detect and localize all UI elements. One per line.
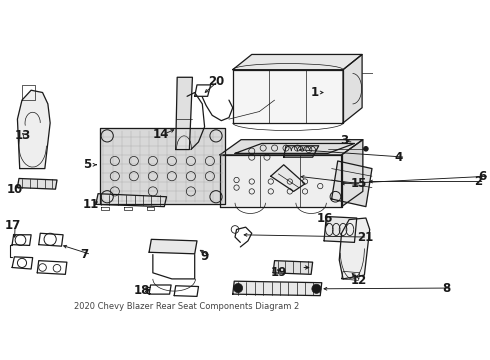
Polygon shape	[271, 165, 305, 192]
Text: 15: 15	[351, 177, 367, 190]
Text: 12: 12	[351, 274, 367, 287]
Text: 3: 3	[340, 134, 348, 147]
Polygon shape	[99, 128, 225, 204]
Text: 19: 19	[271, 266, 287, 279]
Polygon shape	[273, 261, 313, 274]
Text: 1: 1	[311, 86, 319, 99]
Polygon shape	[176, 77, 193, 149]
Polygon shape	[220, 155, 342, 207]
Text: 11: 11	[83, 198, 99, 211]
Circle shape	[234, 283, 243, 293]
Text: 10: 10	[7, 183, 23, 195]
Text: 9: 9	[200, 249, 208, 262]
Text: 18: 18	[134, 284, 150, 297]
Polygon shape	[332, 161, 372, 207]
Circle shape	[364, 147, 368, 151]
Text: 14: 14	[153, 128, 169, 141]
Text: 21: 21	[357, 230, 373, 244]
Polygon shape	[342, 140, 363, 207]
Text: 4: 4	[395, 151, 403, 164]
Text: 17: 17	[4, 219, 21, 232]
Polygon shape	[233, 281, 322, 296]
Polygon shape	[220, 140, 363, 155]
Text: 13: 13	[14, 129, 31, 142]
Text: 5: 5	[83, 158, 91, 171]
Text: 6: 6	[478, 170, 487, 183]
Polygon shape	[233, 70, 343, 123]
Text: 8: 8	[442, 282, 450, 294]
Text: 2: 2	[474, 175, 482, 188]
Polygon shape	[339, 218, 369, 279]
Polygon shape	[233, 54, 362, 70]
Polygon shape	[324, 216, 357, 242]
Polygon shape	[149, 239, 197, 254]
Circle shape	[312, 284, 321, 293]
Polygon shape	[235, 144, 354, 153]
Text: 20: 20	[208, 75, 224, 87]
Polygon shape	[343, 54, 362, 123]
Polygon shape	[18, 90, 50, 168]
Polygon shape	[284, 146, 318, 157]
Text: 16: 16	[317, 212, 333, 225]
Text: 7: 7	[80, 248, 89, 261]
Polygon shape	[18, 179, 57, 189]
Polygon shape	[96, 194, 167, 207]
Text: 2020 Chevy Blazer Rear Seat Components Diagram 2: 2020 Chevy Blazer Rear Seat Components D…	[74, 302, 300, 311]
